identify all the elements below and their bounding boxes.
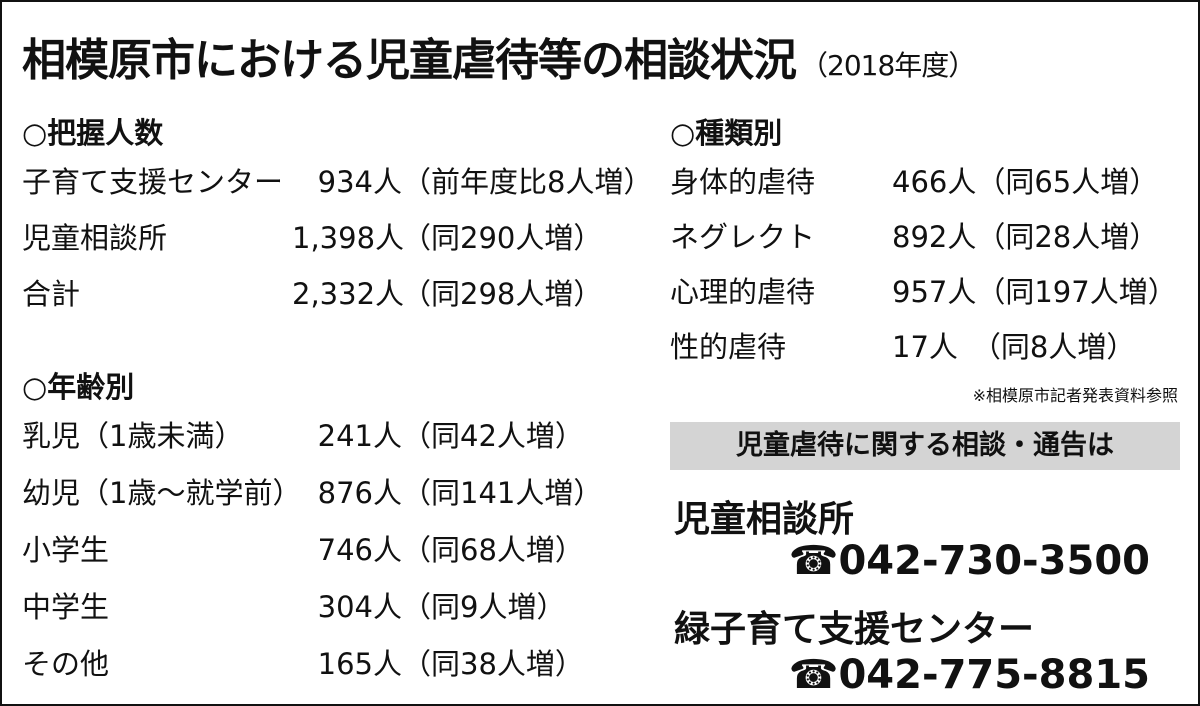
table-row: 小学生 746人 （同68人増） (22, 528, 602, 568)
row-count: 17人 (892, 330, 958, 364)
row-count: 2,332人 (292, 277, 405, 311)
row-label: 中学生 (22, 590, 110, 624)
row-note: （同197人増） (976, 275, 1177, 309)
table-row: 乳児（1歳未満） 241人 （同42人増） (22, 414, 602, 454)
row-label: 子育て支援センター (22, 165, 284, 199)
row-label: ネグレクト (670, 220, 816, 254)
row-label: 心理的虐待 (670, 275, 816, 309)
row-label: 身体的虐待 (670, 165, 816, 199)
row-note: （同38人増） (402, 647, 584, 681)
table-row: 心理的虐待 957人 （同197人増） (670, 270, 1177, 310)
banner: 児童虐待に関する相談・通告は (670, 422, 1180, 470)
row-note: （同65人増） (976, 165, 1159, 199)
title: 相模原市における児童虐待等の相談状況 (22, 35, 797, 86)
row-count: 165人 (317, 647, 402, 681)
row-note: （前年度比8人増） (402, 165, 653, 199)
row-note: （同28人増） (976, 220, 1159, 254)
contact-name: 緑子育て支援センター (674, 609, 1035, 650)
row-note: （同141人増） (402, 476, 603, 510)
table-row: 中学生 304人 （同9人増） (22, 585, 602, 625)
contact-phone: ☎042-775-8815 (788, 652, 1150, 698)
row-label: 性的虐待 (670, 330, 787, 364)
table-row: その他 165人 （同38人増） (22, 642, 602, 682)
contact-name: 児童相談所 (674, 499, 855, 540)
contact-phone: ☎042-730-3500 (788, 538, 1150, 584)
row-note: （同68人増） (402, 533, 584, 567)
row-count: 876人 (317, 476, 402, 510)
row-label: 合計 (22, 277, 81, 311)
row-count: 934人 (317, 165, 402, 199)
row-count: 304人 (317, 590, 402, 624)
row-count: 466人 (892, 165, 977, 199)
table-row: 幼児（1歳〜就学前） 876人 （同141人増） (22, 471, 602, 511)
row-label: 乳児（1歳未満） (22, 419, 244, 453)
row-count: 1,398人 (292, 221, 405, 255)
table-row: 児童相談所 1,398人 （同290人増） (22, 216, 652, 256)
row-label: 児童相談所 (22, 221, 168, 255)
row-note: （同298人増） (402, 277, 603, 311)
row-count: 957人 (892, 275, 977, 309)
source-note: ※相模原市記者発表資料参照 (972, 386, 1178, 405)
title-block: 相模原市における児童虐待等の相談状況 （2018年度） (22, 24, 976, 88)
row-label: 小学生 (22, 533, 110, 567)
table-row: 合計 2,332人 （同298人増） (22, 272, 652, 312)
row-note: （同42人増） (402, 419, 584, 453)
section-heading: ○種類別 (670, 116, 783, 150)
table-row: ネグレクト 892人 （同28人増） (670, 215, 1177, 255)
section-heading: ○把握人数 (22, 116, 164, 150)
row-note: （同9人増） (402, 590, 566, 624)
section-heading: ○年齢別 (22, 370, 135, 404)
row-label: 幼児（1歳〜就学前） (22, 476, 302, 510)
row-label: その他 (22, 647, 110, 681)
table-row: 性的虐待 17人 （同8人増） (670, 325, 1177, 365)
table-row: 身体的虐待 466人 （同65人増） (670, 160, 1177, 200)
row-count: 892人 (892, 220, 977, 254)
row-note: （同8人増） (971, 330, 1136, 364)
row-note: （同290人増） (402, 221, 603, 255)
section: 身体的虐待 466人 （同65人増） ネグレクト 892人 （同28人増） 心理的虐待 957… (670, 160, 1177, 380)
section: 乳児（1歳未満） 241人 （同42人増） 幼児（1歳〜就学前） 876人 （同141人増… (22, 414, 602, 699)
table-row: 子育て支援センター 934人 （前年度比8人増） (22, 160, 652, 200)
row-count: 746人 (317, 533, 402, 567)
row-count: 241人 (317, 419, 402, 453)
subtitle: （2018年度） (800, 49, 976, 82)
section: 子育て支援センター 934人 （前年度比8人増） 児童相談所 1,398人 （同290人増… (22, 160, 652, 328)
